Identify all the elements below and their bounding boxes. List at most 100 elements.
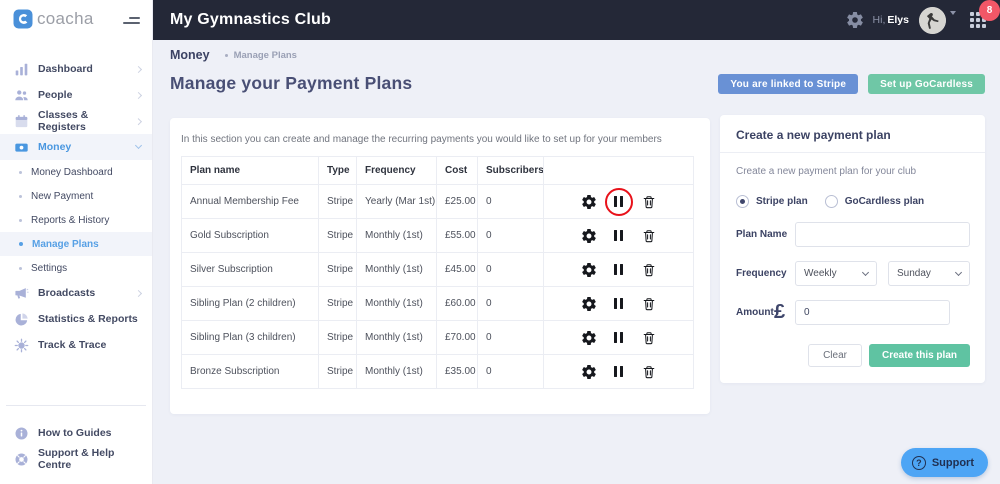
sidebar-item-how-to-guides[interactable]: How to Guides [0, 420, 152, 446]
sidebar-subitem-reports-history[interactable]: Reports & History [0, 208, 152, 232]
frequency-select[interactable]: Weekly [795, 261, 877, 286]
settings-gear-icon[interactable] [846, 12, 863, 29]
sidebar: coacha Dashboard People Classes & Regist… [0, 0, 152, 484]
plan-type: Stripe [318, 354, 357, 389]
plan-settings-gear-icon[interactable] [581, 194, 596, 209]
user-greeting: Hi, Elys [872, 14, 909, 26]
create-payment-plan-panel: Create a new payment plan Create a new p… [720, 115, 985, 383]
sidebar-item-money[interactable]: Money [0, 134, 152, 160]
plan-subscribers-link[interactable]: 0 [477, 354, 544, 389]
plan-type: Stripe [318, 286, 357, 321]
plan-subscribers-link[interactable]: 0 [477, 184, 544, 219]
sidebar-item-support-help-centre[interactable]: Support & Help Centre [0, 446, 152, 472]
plan-delete-trash-icon[interactable] [641, 296, 656, 311]
plan-type: Stripe [318, 320, 357, 355]
plan-delete-trash-icon[interactable] [641, 364, 656, 379]
plan-delete-trash-icon[interactable] [641, 228, 656, 243]
plan-name-link[interactable]: Annual Membership Fee [181, 184, 319, 219]
sidebar-item-classes-registers[interactable]: Classes & Registers [0, 108, 152, 134]
avatar[interactable] [919, 6, 946, 34]
logo-wordmark: coacha [37, 9, 94, 28]
sidebar-item-dashboard[interactable]: Dashboard [0, 56, 152, 82]
clear-button[interactable]: Clear [808, 344, 862, 367]
support-button-label: Support [931, 456, 974, 469]
notification-badge[interactable]: 8 [979, 0, 1000, 21]
support-button[interactable]: ? Support [900, 448, 988, 477]
plan-name-input[interactable] [795, 222, 970, 247]
plan-subscribers-link[interactable]: 0 [477, 218, 544, 253]
panel-title: Create a new payment plan [720, 115, 985, 153]
frequency-day-select[interactable]: Sunday [888, 261, 970, 286]
sidebar-subitem-label: Settings [31, 262, 68, 274]
plan-settings-gear-icon[interactable] [581, 330, 596, 345]
plan-name-link[interactable]: Bronze Subscription [181, 354, 319, 389]
chevron-down-icon [134, 141, 143, 150]
money-wallet-icon [14, 140, 29, 155]
menu-collapse-icon[interactable] [123, 14, 140, 24]
plan-delete-trash-icon[interactable] [641, 262, 656, 277]
plan-settings-gear-icon[interactable] [581, 364, 596, 379]
sidebar-subitem-label: Manage Plans [32, 238, 99, 250]
plans-description: In this section you can create and manag… [181, 134, 662, 145]
plan-delete-trash-icon[interactable] [641, 330, 656, 345]
amount-input[interactable] [795, 300, 950, 325]
megaphone-icon [14, 286, 29, 301]
plan-cost: £25.00 [436, 184, 478, 219]
table-row: Annual Membership Fee Stripe Yearly (Mar… [181, 184, 694, 219]
sidebar-subitem-new-payment[interactable]: New Payment [0, 184, 152, 208]
gocardless-plan-radio-label[interactable]: GoCardless plan [844, 196, 925, 207]
plan-settings-gear-icon[interactable] [581, 262, 596, 277]
plan-pause-icon-highlighted[interactable] [611, 194, 626, 209]
plan-settings-gear-icon[interactable] [581, 296, 596, 311]
sidebar-subitem-manage-plans[interactable]: Manage Plans [0, 232, 152, 256]
breadcrumb-manage-plans[interactable]: Manage Plans [233, 49, 297, 61]
stripe-plan-radio-label[interactable]: Stripe plan [756, 196, 808, 207]
info-icon [14, 426, 29, 441]
chevron-down-icon [954, 268, 963, 277]
apps-grid-icon[interactable]: 8 [970, 0, 1000, 28]
bullet-icon [19, 218, 22, 222]
sidebar-item-label: Money [38, 141, 72, 153]
setup-gocardless-button[interactable]: Set up GoCardless [868, 73, 985, 94]
plan-name-link[interactable]: Sibling Plan (3 children) [181, 320, 319, 355]
linked-to-stripe-button[interactable]: You are linked to Stripe [718, 73, 859, 94]
sidebar-item-people[interactable]: People [0, 82, 152, 108]
sidebar-item-broadcasts[interactable]: Broadcasts [0, 280, 152, 306]
breadcrumb: Money Manage Plans [170, 48, 297, 62]
breadcrumb-money[interactable]: Money [170, 48, 210, 62]
plan-delete-trash-icon[interactable] [641, 194, 656, 209]
plan-pause-icon[interactable] [611, 330, 626, 345]
stripe-plan-radio[interactable] [736, 195, 749, 208]
chevron-down-icon [861, 268, 870, 277]
bullet-icon [19, 170, 22, 174]
caret-down-icon [950, 11, 956, 15]
plan-subscribers-link[interactable]: 0 [477, 252, 544, 287]
plan-pause-icon[interactable] [611, 262, 626, 277]
plan-name-link[interactable]: Gold Subscription [181, 218, 319, 253]
plan-pause-icon[interactable] [611, 364, 626, 379]
gocardless-plan-radio[interactable] [824, 195, 838, 208]
plan-pause-icon[interactable] [611, 296, 626, 311]
sidebar-subitem-money-dashboard[interactable]: Money Dashboard [0, 160, 152, 184]
plan-subscribers-link[interactable]: 0 [477, 286, 544, 321]
logo[interactable]: coacha [0, 0, 152, 36]
topbar: My Gymnastics Club Hi, Elys 8 [152, 0, 1000, 40]
create-plan-button[interactable]: Create this plan [868, 344, 970, 367]
sidebar-item-label: Dashboard [38, 63, 93, 75]
page-title: Manage your Payment Plans [170, 73, 413, 93]
sidebar-subitem-label: Reports & History [31, 214, 110, 226]
sidebar-subitem-settings[interactable]: Settings [0, 256, 152, 280]
plan-name-link[interactable]: Silver Subscription [181, 252, 319, 287]
column-header-cost: Cost [436, 156, 478, 185]
column-header-plan-name: Plan name [181, 156, 319, 185]
plan-subscribers-link[interactable]: 0 [477, 320, 544, 355]
sidebar-item-statistics-reports[interactable]: Statistics & Reports [0, 306, 152, 332]
frequency-label: Frequency [736, 268, 787, 279]
plan-pause-icon[interactable] [611, 228, 626, 243]
club-name: My Gymnastics Club [170, 11, 331, 28]
plan-name-link[interactable]: Sibling Plan (2 children) [181, 286, 319, 321]
plan-settings-gear-icon[interactable] [581, 228, 596, 243]
plan-frequency: Yearly (Mar 1st) [356, 184, 437, 219]
sidebar-item-track-trace[interactable]: Track & Trace [0, 332, 152, 358]
bullet-icon [19, 242, 23, 246]
